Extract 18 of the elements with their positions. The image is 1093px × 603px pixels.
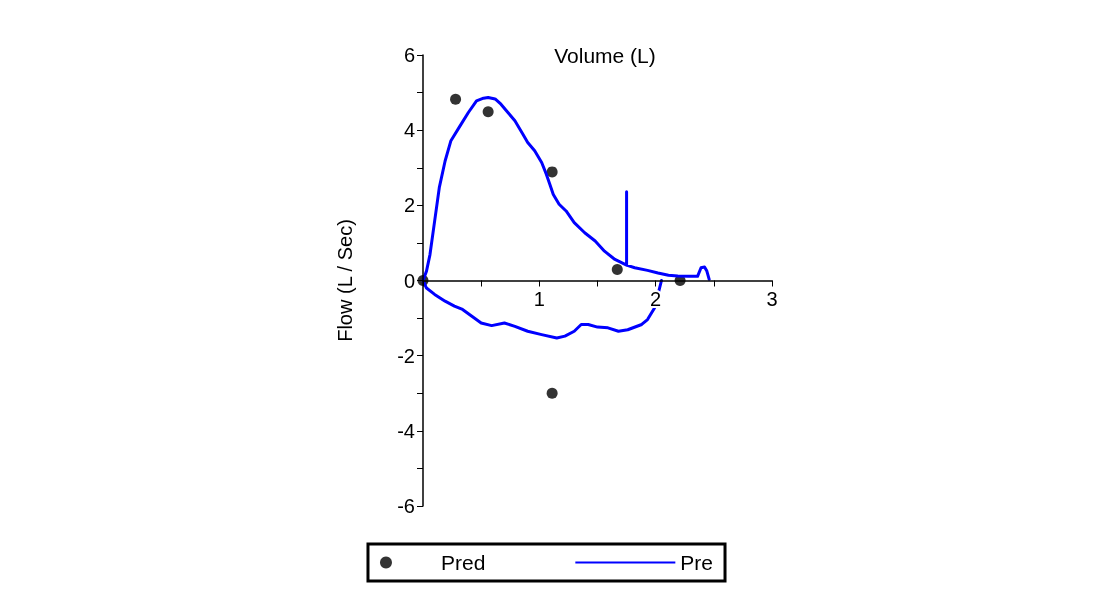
y-tick-label: 0 xyxy=(403,269,415,292)
y-axis-title: Flow (L / Sec) xyxy=(334,219,356,342)
x-axis-title: Volume (L) xyxy=(554,44,656,67)
y-tick-label: -2 xyxy=(397,344,415,367)
x-tick-label: 1 xyxy=(533,287,545,310)
point xyxy=(450,93,462,105)
point xyxy=(546,387,558,399)
y-tick-label: 4 xyxy=(403,119,415,142)
point xyxy=(482,106,494,118)
x-tick-label: 3 xyxy=(766,287,778,310)
y-tick-label: 6 xyxy=(403,44,415,66)
point xyxy=(611,264,623,276)
y-tick-label: -4 xyxy=(397,419,415,442)
legend-label: Pred xyxy=(440,551,486,574)
y-tick-label: 2 xyxy=(403,194,415,217)
y-tick-label: -6 xyxy=(397,495,415,517)
point xyxy=(546,166,558,178)
legend-label: Pre xyxy=(680,551,714,574)
